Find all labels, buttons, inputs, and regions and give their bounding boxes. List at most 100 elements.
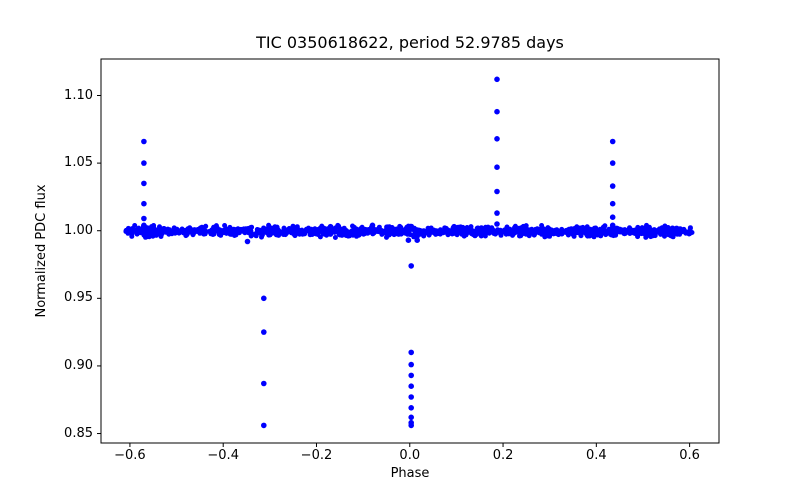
data-point (443, 228, 448, 234)
data-point (408, 405, 415, 411)
data-point (461, 233, 467, 239)
data-point (630, 229, 636, 235)
data-point (662, 233, 667, 239)
data-point (294, 229, 300, 235)
data-point (423, 229, 429, 235)
data-point (161, 226, 167, 231)
data-point (613, 228, 619, 234)
data-point (149, 224, 154, 230)
data-point (352, 230, 358, 236)
data-point (214, 225, 220, 231)
y-tick-label: 1.10 (64, 87, 93, 103)
data-point (369, 222, 376, 229)
data-point (370, 231, 376, 237)
data-point (145, 227, 151, 233)
data-point (404, 224, 410, 230)
data-point (200, 226, 206, 232)
y-tick-label: 1.05 (64, 155, 93, 171)
data-point (232, 232, 238, 238)
data-point (463, 228, 469, 234)
data-point (609, 214, 616, 220)
data-point (288, 230, 294, 235)
data-point (609, 183, 616, 189)
data-point (520, 226, 526, 232)
data-point (684, 230, 690, 236)
data-point (494, 136, 500, 142)
data-point (127, 229, 132, 235)
data-point (542, 234, 548, 240)
data-point (261, 422, 267, 429)
x-tick-label: −0.2 (300, 448, 333, 463)
data-point (280, 229, 286, 235)
data-point (674, 225, 680, 231)
data-point (543, 227, 549, 233)
data-point (217, 229, 223, 234)
data-point (665, 225, 671, 230)
data-point (523, 223, 529, 229)
data-point (350, 223, 355, 229)
data-point (570, 227, 576, 233)
x-tick-label: 0.2 (492, 448, 514, 463)
data-point (408, 414, 415, 421)
data-point (187, 225, 193, 231)
data-point (394, 226, 400, 232)
data-point (578, 231, 584, 237)
y-axis-label: Normalized PDC flux (34, 184, 49, 318)
tick-marks (97, 95, 691, 447)
data-point (141, 232, 147, 238)
data-point (539, 223, 545, 228)
data-point (267, 232, 273, 238)
data-point (668, 233, 674, 239)
data-point (332, 235, 338, 240)
data-point (526, 227, 532, 233)
data-point (299, 231, 305, 237)
data-point (393, 231, 398, 237)
data-point (150, 233, 156, 239)
data-point (336, 231, 342, 237)
data-point (562, 229, 568, 235)
data-point (357, 229, 363, 234)
data-point (408, 361, 415, 368)
data-point (129, 233, 135, 239)
data-point (347, 233, 352, 239)
chart-title: TIC 0350618622, period 52.9785 days (256, 33, 564, 52)
data-point (184, 228, 190, 234)
data-point (261, 329, 267, 335)
data-point (687, 226, 693, 231)
data-point (197, 230, 203, 236)
data-point (609, 160, 616, 166)
data-point (477, 226, 483, 232)
data-point (508, 228, 514, 234)
data-point (512, 228, 518, 234)
data-point (499, 228, 504, 234)
data-point (623, 229, 628, 235)
data-point (141, 160, 147, 166)
data-point (658, 231, 664, 237)
data-point (609, 222, 616, 229)
data-point (261, 295, 267, 302)
x-axis-label: Phase (390, 466, 430, 481)
data-point (414, 237, 421, 243)
data-point (202, 231, 208, 237)
data-point (639, 227, 645, 232)
data-point (261, 380, 267, 387)
y-tick-label: 1.00 (64, 222, 93, 238)
data-point (609, 138, 616, 145)
data-point (483, 228, 489, 234)
data-point (510, 232, 515, 238)
data-point (608, 232, 614, 238)
x-tick-label: 0.6 (679, 448, 700, 463)
y-tick-label: 0.95 (64, 290, 93, 306)
data-point (402, 230, 408, 236)
data-point (565, 232, 571, 238)
x-tick-label: −0.4 (207, 448, 239, 463)
data-point (603, 230, 609, 236)
data-point (332, 226, 338, 232)
data-point (249, 224, 255, 230)
data-point (592, 230, 598, 236)
data-point (494, 210, 500, 216)
data-point (494, 221, 500, 227)
data-point (327, 223, 334, 230)
data-point (408, 263, 415, 269)
data-point (454, 232, 460, 238)
